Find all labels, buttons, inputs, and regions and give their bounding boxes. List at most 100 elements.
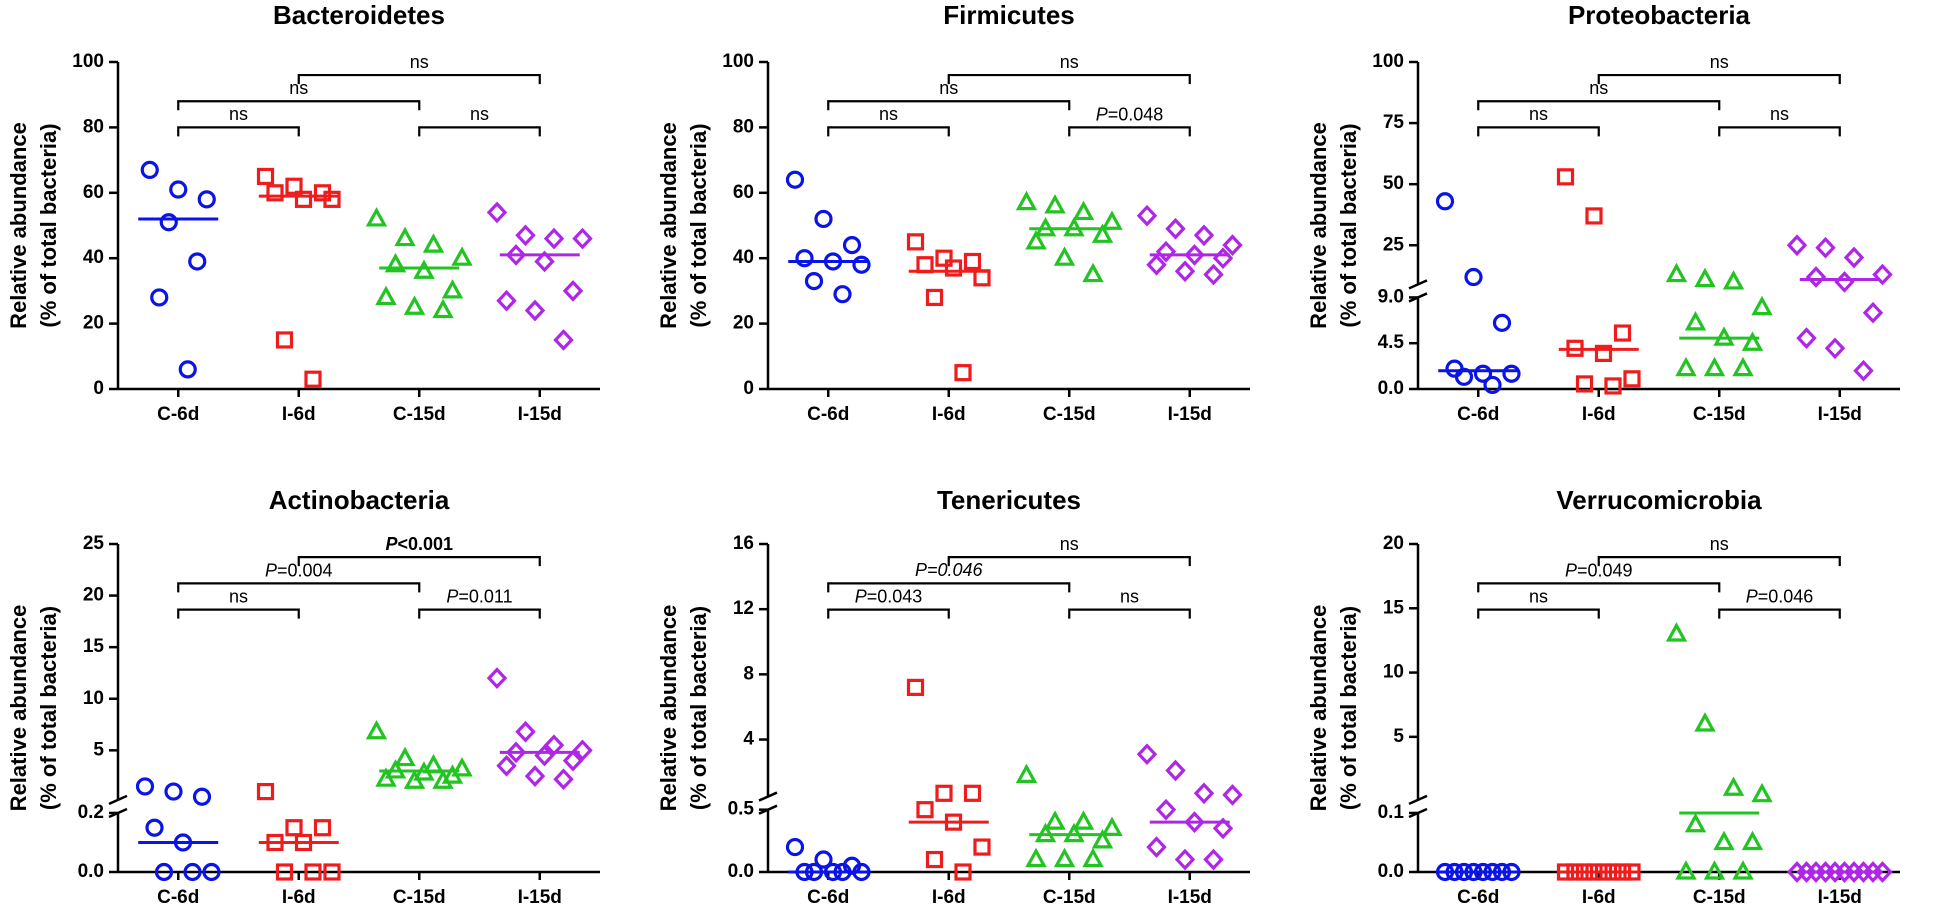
data-point xyxy=(1824,861,1846,883)
data-point xyxy=(304,863,322,881)
data-point xyxy=(842,236,862,255)
data-point xyxy=(1044,194,1066,214)
data-point xyxy=(925,288,944,307)
data-point xyxy=(1796,327,1817,349)
data-point xyxy=(1473,364,1493,383)
data-point xyxy=(1675,860,1697,880)
comparison-label: P=0.004 xyxy=(265,560,333,580)
data-point xyxy=(1575,375,1594,393)
y-axis-label: Relative abundance xyxy=(6,122,31,329)
data-point xyxy=(1722,776,1745,796)
y-tick-label: 0.0 xyxy=(1378,861,1404,882)
data-point xyxy=(422,233,445,253)
comparison-label: P=0.049 xyxy=(1565,560,1633,580)
data-point xyxy=(294,190,313,208)
panel: Firmicutes Relative abundance (% of total … xyxy=(656,0,1250,425)
data-point xyxy=(432,298,454,319)
x-tick-label: I-15d xyxy=(518,404,562,425)
x-tick-label: C-6d xyxy=(807,404,849,425)
data-point xyxy=(1732,860,1754,880)
data-point xyxy=(275,863,294,881)
y-axis-label: (% of total bacteria) xyxy=(686,606,711,810)
comparison-label: ns xyxy=(289,78,308,98)
axis-break xyxy=(108,807,128,819)
data-point xyxy=(496,754,517,777)
data-point xyxy=(1815,236,1836,259)
data-point xyxy=(973,838,991,856)
data-point xyxy=(403,769,426,789)
data-point xyxy=(785,837,805,857)
data-point xyxy=(515,224,536,247)
data-point xyxy=(375,767,397,787)
data-point xyxy=(1101,210,1123,230)
y-tick-label: 5 xyxy=(1393,726,1404,747)
y-tick-label: 0 xyxy=(93,378,104,399)
data-point xyxy=(1174,848,1196,871)
data-point xyxy=(1044,810,1066,830)
data-point xyxy=(202,862,221,882)
data-point xyxy=(285,819,303,837)
data-point xyxy=(1435,192,1455,211)
data-point xyxy=(1732,356,1754,377)
data-point xyxy=(1212,247,1234,270)
data-point xyxy=(375,285,397,306)
data-point xyxy=(188,252,207,271)
comparison-label: ns xyxy=(1710,534,1729,554)
y-axis-label: Relative abundance xyxy=(656,122,681,329)
y-tick-label: 20 xyxy=(83,585,104,606)
data-point xyxy=(1751,782,1773,803)
data-point xyxy=(1684,311,1707,331)
data-point xyxy=(1853,861,1874,883)
data-point xyxy=(963,784,982,802)
y-tick-label: 60 xyxy=(83,182,104,203)
data-point xyxy=(1872,263,1893,286)
data-point xyxy=(795,249,814,268)
y-tick-label: 20 xyxy=(1383,533,1404,554)
chart-title: Verrucomicrobia xyxy=(1556,485,1762,515)
data-point xyxy=(1184,811,1205,833)
data-point xyxy=(169,180,188,199)
data-point xyxy=(1741,331,1764,351)
comparison-bracket xyxy=(1718,608,1841,619)
data-point xyxy=(1623,370,1641,388)
data-point xyxy=(1203,848,1224,871)
y-tick-label: 50 xyxy=(1383,173,1404,194)
x-tick-label: I-15d xyxy=(518,887,562,908)
comparison-bracket xyxy=(1597,73,1841,85)
y-axis-label: Relative abundance xyxy=(656,605,681,812)
data-point xyxy=(323,863,341,881)
x-tick-label: I-15d xyxy=(1818,404,1862,425)
y-tick-label: 0 xyxy=(743,378,754,399)
axis-break xyxy=(758,804,778,815)
data-point xyxy=(496,289,517,312)
comparison-label: P<0.001 xyxy=(385,534,453,554)
data-point xyxy=(935,784,953,802)
data-point xyxy=(1072,200,1095,221)
data-point xyxy=(1015,190,1038,211)
comparison-label: P=0.048 xyxy=(1096,104,1164,124)
comparison-bracket xyxy=(1477,608,1600,619)
comparison-label: ns xyxy=(939,78,958,98)
axis-break xyxy=(758,791,778,802)
comparison-bracket xyxy=(297,556,541,567)
data-point xyxy=(804,271,824,291)
comparison-bracket xyxy=(1597,556,1841,567)
y-tick-label: 80 xyxy=(733,116,754,137)
comparison-label: P=0.046 xyxy=(915,560,984,580)
y-tick-label: 12 xyxy=(733,598,754,619)
comparison-bracket xyxy=(418,608,541,619)
data-point xyxy=(256,782,275,801)
x-tick-label: I-15d xyxy=(1818,887,1862,908)
y-tick-label: 5 xyxy=(93,739,104,760)
comparison-label: ns xyxy=(1060,534,1079,554)
data-point xyxy=(1786,234,1808,257)
comparison-label: ns xyxy=(879,104,898,124)
chart-title: Actinobacteria xyxy=(269,485,450,515)
comparison-label: ns xyxy=(1710,52,1729,72)
y-tick-label: 0.2 xyxy=(78,802,104,823)
x-tick-label: I-6d xyxy=(932,404,966,425)
data-point xyxy=(135,777,155,796)
data-point xyxy=(1155,798,1177,821)
data-point xyxy=(1136,204,1158,227)
